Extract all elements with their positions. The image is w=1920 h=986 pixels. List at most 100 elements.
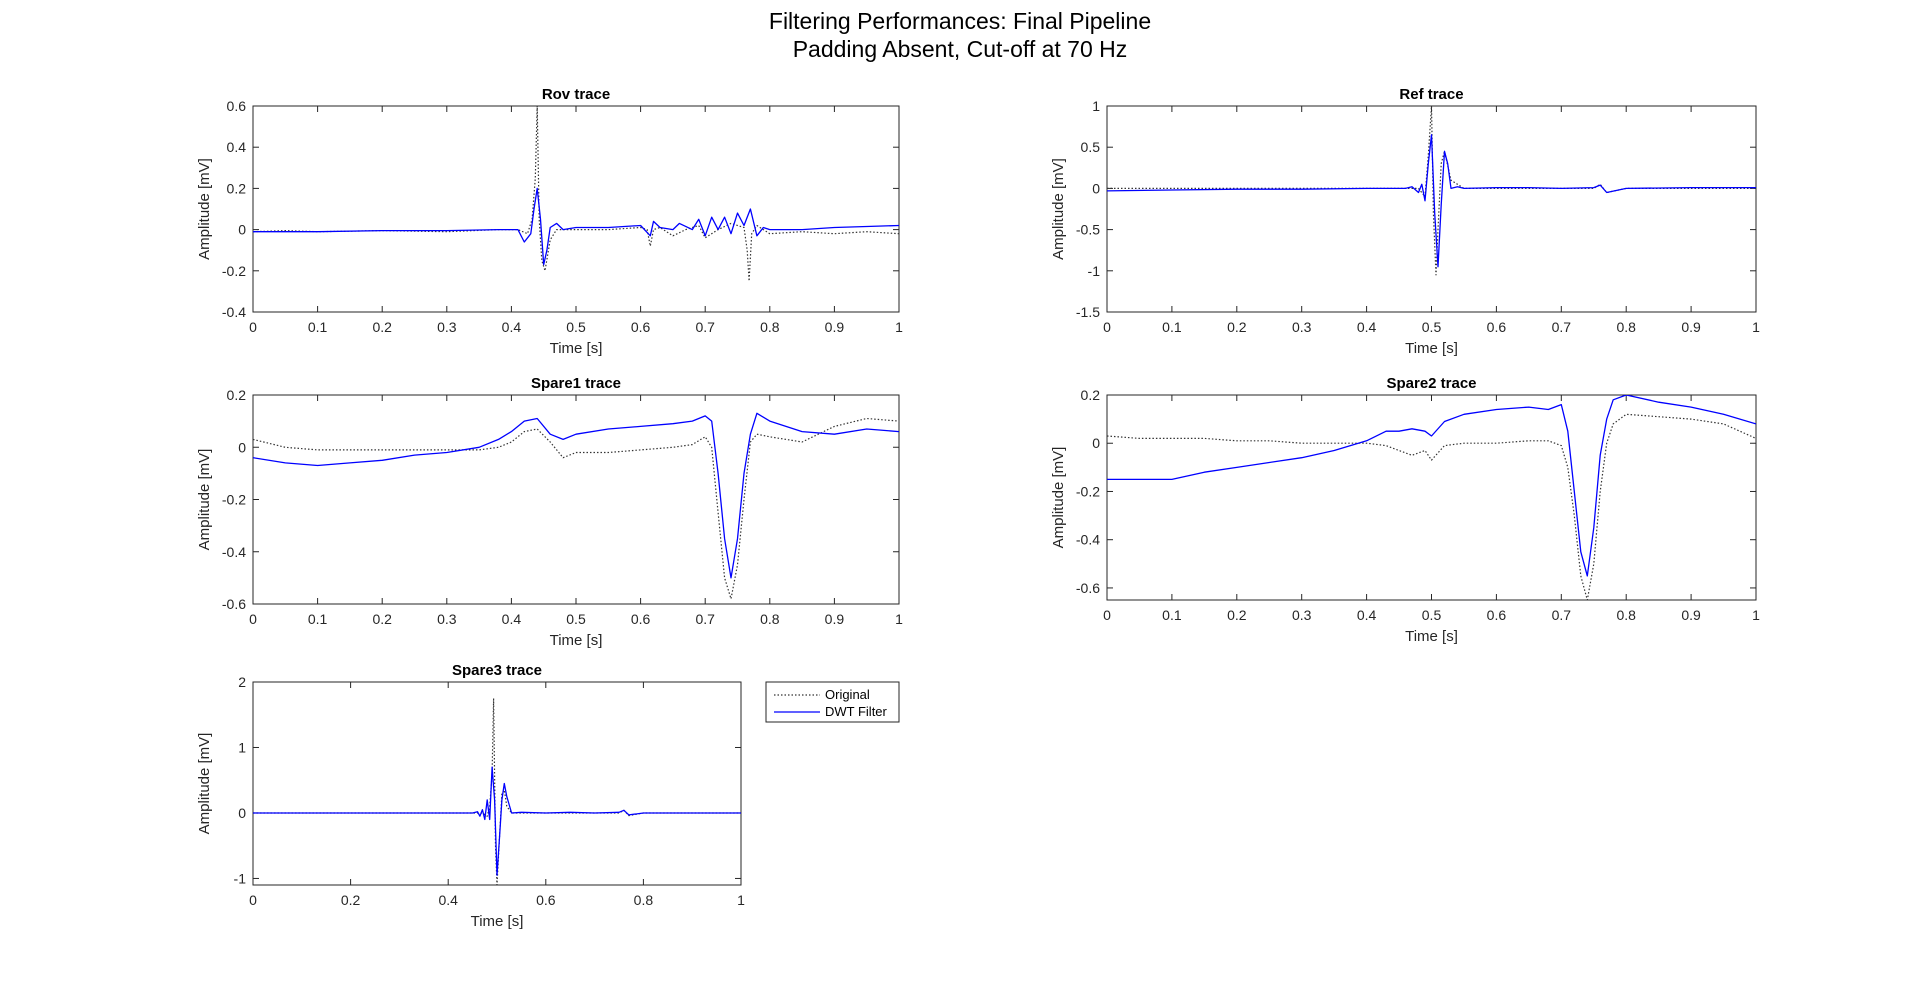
y-axis-label: Amplitude [mV] bbox=[196, 158, 213, 260]
x-tick-label: 0.9 bbox=[1681, 319, 1701, 335]
x-tick-label: 0 bbox=[1103, 319, 1111, 335]
series-dwt-filter-line bbox=[253, 187, 899, 266]
x-tick-label: 0 bbox=[249, 892, 257, 908]
y-tick-label: -0.5 bbox=[1076, 222, 1100, 238]
y-tick-label: 0 bbox=[238, 222, 246, 238]
x-tick-label: 0.3 bbox=[1292, 607, 1312, 623]
subplot-3: Spare1 trace 0 0.1 0.2 0.3 0.4 0.5 0.6 0.7 0.8 0.9… bbox=[196, 375, 903, 649]
y-tick-label: -0.2 bbox=[1076, 483, 1100, 499]
x-tick-label: 0 bbox=[249, 319, 257, 335]
x-tick-label: 0.5 bbox=[1422, 319, 1442, 335]
subplot-title: Ref trace bbox=[1399, 86, 1463, 103]
x-tick-label: 0.1 bbox=[308, 319, 328, 335]
x-axis-label: Time [s] bbox=[471, 913, 524, 930]
x-tick-label: 0.8 bbox=[1616, 319, 1636, 335]
x-tick-label: 0.6 bbox=[536, 892, 556, 908]
x-tick-label: 1 bbox=[895, 611, 903, 627]
y-tick-label: -0.2 bbox=[222, 263, 246, 279]
x-tick-label: 0.4 bbox=[1357, 319, 1377, 335]
x-tick-label: 0.8 bbox=[760, 319, 780, 335]
y-tick-label: 0.2 bbox=[1081, 387, 1101, 403]
x-tick-label: 0.4 bbox=[438, 892, 458, 908]
y-tick-label: 2 bbox=[238, 674, 246, 690]
y-tick-label: 0.5 bbox=[1081, 139, 1101, 155]
x-tick-label: 0.9 bbox=[825, 319, 845, 335]
x-tick-label: 0.3 bbox=[1292, 319, 1312, 335]
y-tick-label: -0.4 bbox=[222, 304, 246, 320]
x-axis-label: Time [s] bbox=[550, 340, 603, 357]
y-axis-label: Amplitude [mV] bbox=[1050, 158, 1067, 260]
x-tick-label: 1 bbox=[1752, 607, 1760, 623]
y-tick-label: 0 bbox=[1092, 180, 1100, 196]
legend-original-label: Original bbox=[825, 687, 870, 702]
x-tick-label: 0.4 bbox=[502, 611, 522, 627]
x-tick-label: 0 bbox=[1103, 607, 1111, 623]
series-dwt-filter-line bbox=[1107, 134, 1756, 268]
y-tick-label: 1 bbox=[238, 739, 246, 755]
x-tick-label: 0.4 bbox=[502, 319, 522, 335]
x-tick-label: 0.6 bbox=[631, 611, 651, 627]
y-tick-label: -1 bbox=[1088, 263, 1101, 279]
series-original-line bbox=[253, 417, 899, 600]
y-axis-label: Amplitude [mV] bbox=[196, 449, 213, 551]
x-tick-label: 1 bbox=[737, 892, 745, 908]
series-original-line bbox=[1107, 413, 1756, 600]
x-tick-label: 0.1 bbox=[308, 611, 328, 627]
x-tick-label: 0.7 bbox=[695, 611, 715, 627]
x-tick-label: 0.6 bbox=[1487, 607, 1507, 623]
x-axis-label: Time [s] bbox=[1405, 340, 1458, 357]
x-tick-label: 0.7 bbox=[1552, 319, 1572, 335]
figure-title-line1: Filtering Performances: Final Pipeline bbox=[768, 8, 1152, 34]
subplot-1: Rov trace 0 0.1 0.2 0.3 0.4 0.5 0.6 0.7 0.8 0.9 1 -0… bbox=[196, 86, 903, 357]
x-axis-label: Time [s] bbox=[1405, 628, 1458, 645]
y-tick-label: 0.4 bbox=[227, 139, 247, 155]
x-tick-label: 0.6 bbox=[631, 319, 651, 335]
x-tick-label: 0.2 bbox=[372, 319, 392, 335]
x-tick-label: 1 bbox=[895, 319, 903, 335]
legend-dwt-filter-label: DWT Filter bbox=[825, 704, 888, 719]
x-tick-label: 0.5 bbox=[1422, 607, 1442, 623]
y-tick-label: -0.4 bbox=[1076, 532, 1100, 548]
y-axis-label: Amplitude [mV] bbox=[1050, 447, 1067, 549]
subplot-title: Spare1 trace bbox=[531, 375, 621, 392]
legend-box bbox=[765, 681, 900, 723]
series-dwt-filter-line bbox=[253, 412, 899, 579]
x-tick-label: 0.2 bbox=[372, 611, 392, 627]
x-tick-label: 0.1 bbox=[1162, 319, 1182, 335]
subplot-4: Spare2 trace 0 0.1 0.2 0.3 0.4 0.5 0.6 0.7 0.8 0.9… bbox=[1050, 375, 1760, 645]
y-tick-label: -1.5 bbox=[1076, 304, 1100, 320]
x-tick-label: 0.9 bbox=[1681, 607, 1701, 623]
plot-area bbox=[252, 394, 900, 605]
series-dwt-filter-line bbox=[1107, 395, 1756, 577]
x-axis-label: Time [s] bbox=[550, 632, 603, 649]
series-dwt-filter-line bbox=[253, 766, 741, 876]
x-tick-label: 0.2 bbox=[1227, 319, 1247, 335]
x-tick-label: 0.5 bbox=[566, 319, 586, 335]
subplot-title: Rov trace bbox=[542, 86, 610, 103]
y-axis-label: Amplitude [mV] bbox=[196, 733, 213, 835]
x-tick-label: 0.9 bbox=[825, 611, 845, 627]
y-tick-label: 0.2 bbox=[227, 387, 247, 403]
x-tick-label: 0.3 bbox=[437, 319, 457, 335]
x-tick-label: 0.7 bbox=[695, 319, 715, 335]
plot-area bbox=[252, 681, 742, 886]
x-tick-label: 0.2 bbox=[341, 892, 361, 908]
plot-area bbox=[252, 105, 900, 313]
y-tick-label: 1 bbox=[1092, 98, 1100, 114]
x-tick-label: 1 bbox=[1752, 319, 1760, 335]
y-tick-label: 0 bbox=[238, 805, 246, 821]
x-tick-label: 0.8 bbox=[1616, 607, 1636, 623]
x-tick-label: 0.8 bbox=[760, 611, 780, 627]
x-tick-label: 0 bbox=[249, 611, 257, 627]
y-tick-label: -0.4 bbox=[222, 544, 246, 560]
subplot-2: Ref trace 0 0.1 0.2 0.3 0.4 0.5 0.6 0.7 0.8 0.9 1 -1… bbox=[1050, 86, 1760, 357]
legend: Original DWT Filter bbox=[765, 681, 900, 723]
x-tick-label: 0.3 bbox=[437, 611, 457, 627]
x-tick-label: 0.5 bbox=[566, 611, 586, 627]
series-original-line bbox=[253, 106, 899, 282]
x-tick-label: 0.1 bbox=[1162, 607, 1182, 623]
subplot-title: Spare2 trace bbox=[1386, 375, 1476, 392]
x-tick-label: 0.2 bbox=[1227, 607, 1247, 623]
